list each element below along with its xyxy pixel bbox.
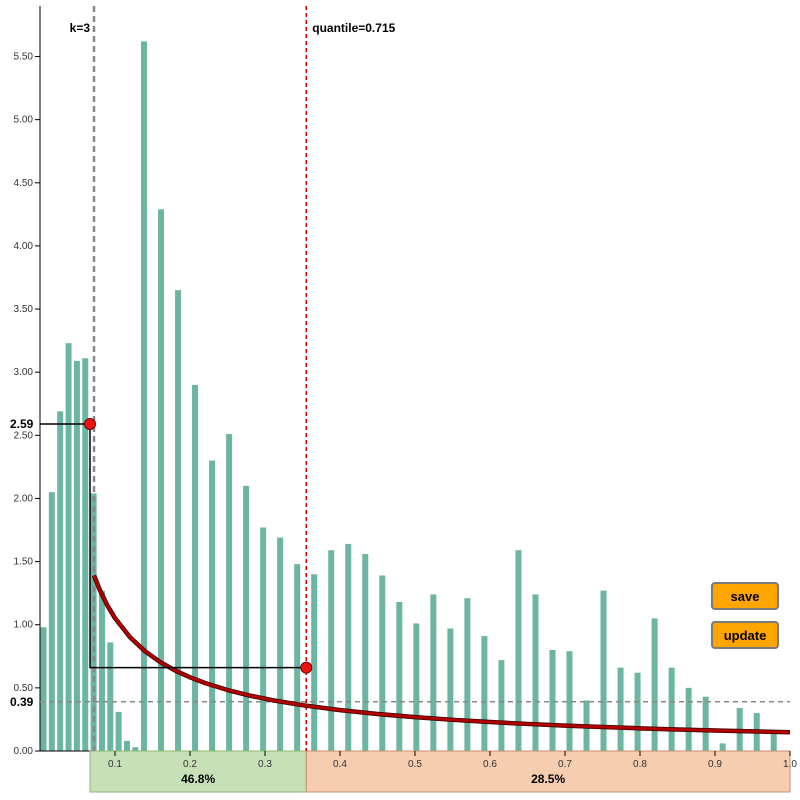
- histogram-bar: [549, 649, 556, 751]
- histogram-bar: [413, 623, 420, 751]
- histogram-bar: [132, 747, 139, 751]
- y-tick-label: 3.00: [14, 367, 34, 378]
- histogram-bar: [82, 358, 89, 751]
- x-tick-label: 0.3: [258, 759, 272, 770]
- histogram-bar: [40, 627, 47, 751]
- save-button[interactable]: save: [711, 582, 779, 610]
- histogram-bar: [362, 554, 369, 751]
- y-tick-label: 0.50: [14, 683, 34, 694]
- y-tick-label: 2.50: [14, 430, 34, 441]
- histogram-bar: [464, 598, 471, 751]
- y-tick-label: 2.00: [14, 493, 34, 504]
- histogram-bar: [98, 590, 105, 751]
- histogram-bar: [515, 550, 522, 751]
- decay-curve: [92, 574, 791, 734]
- baseline-value-label: 0.39: [10, 695, 34, 709]
- histogram-bar: [447, 628, 454, 751]
- y-tick-label: 4.50: [14, 178, 34, 189]
- histogram-bar: [209, 460, 216, 751]
- histogram-bar: [379, 575, 386, 751]
- update-button[interactable]: update: [711, 621, 779, 649]
- guide-line: [40, 423, 307, 669]
- segment-right-label: 28.5%: [531, 772, 565, 786]
- highlight-point-lower: [300, 661, 313, 674]
- histogram-bar: [277, 537, 284, 751]
- histogram-bar: [107, 642, 114, 751]
- y-tick-label: 5.50: [14, 52, 34, 63]
- histogram-bar: [73, 360, 80, 751]
- k-label: k=3: [70, 21, 91, 35]
- x-tick-label: 0.6: [483, 759, 497, 770]
- y-tick-label: 4.00: [14, 241, 34, 252]
- histogram-bar: [770, 733, 777, 751]
- x-tick-label: 0.7: [558, 759, 572, 770]
- x-tick-label: 0.2: [183, 759, 197, 770]
- x-tick-label: 0.4: [333, 759, 347, 770]
- histogram-bar: [141, 41, 147, 751]
- highlight-point-upper: [84, 417, 96, 430]
- histogram-bar: [617, 667, 624, 751]
- histogram-bar: [651, 618, 658, 751]
- histogram-bar: [396, 602, 403, 751]
- histogram-bar: [65, 343, 72, 751]
- histogram-bar: [243, 485, 250, 751]
- y-tick-label: 0.00: [14, 746, 34, 757]
- histogram-bar: [48, 492, 55, 751]
- y-tick-label: 3.50: [14, 304, 34, 315]
- quantile-label: quantile=0.715: [312, 21, 395, 35]
- histogram-bar: [192, 384, 199, 751]
- histogram-bar: [719, 743, 726, 751]
- histogram-bar: [481, 636, 488, 751]
- y-tick-label: 1.50: [14, 557, 34, 568]
- histogram-bar: [685, 687, 692, 751]
- y-tick-label: 1.00: [14, 620, 34, 631]
- histogram-bar: [566, 651, 573, 751]
- x-tick-label: 0.9: [708, 759, 722, 770]
- histogram-bar: [57, 411, 64, 751]
- histogram-bar: [311, 574, 318, 751]
- y-tick-label: 5.00: [14, 115, 34, 126]
- x-tick-label: 0.1: [108, 759, 122, 770]
- histogram-bar: [226, 434, 233, 751]
- histogram-bar: [600, 590, 607, 751]
- histogram-bar: [90, 493, 97, 751]
- histogram-bar: [328, 550, 335, 751]
- segment-left-box: [89, 750, 307, 793]
- segment-left-label: 46.8%: [181, 772, 215, 786]
- histogram-bar: [702, 696, 709, 751]
- histogram-bar: [345, 543, 352, 751]
- histogram-bar: [634, 672, 641, 751]
- segment-right-box: [305, 750, 791, 793]
- histogram-bar: [430, 594, 437, 751]
- x-tick-label: 0.8: [633, 759, 647, 770]
- histogram-bar: [668, 667, 675, 751]
- x-tick-label: 1.0: [783, 759, 797, 770]
- decay-curve-outline: [91, 574, 791, 735]
- histogram-bar: [294, 564, 301, 751]
- histogram-bar: [115, 711, 122, 751]
- point-value-label: 2.59: [10, 417, 34, 431]
- histogram-bar: [260, 527, 267, 751]
- histogram-bar: [498, 660, 505, 751]
- histogram-bar: [158, 209, 165, 751]
- histogram-bar: [175, 290, 182, 751]
- histogram-bar: [532, 594, 539, 751]
- x-tick-label: 0.5: [408, 759, 422, 770]
- histogram-bar: [124, 740, 130, 751]
